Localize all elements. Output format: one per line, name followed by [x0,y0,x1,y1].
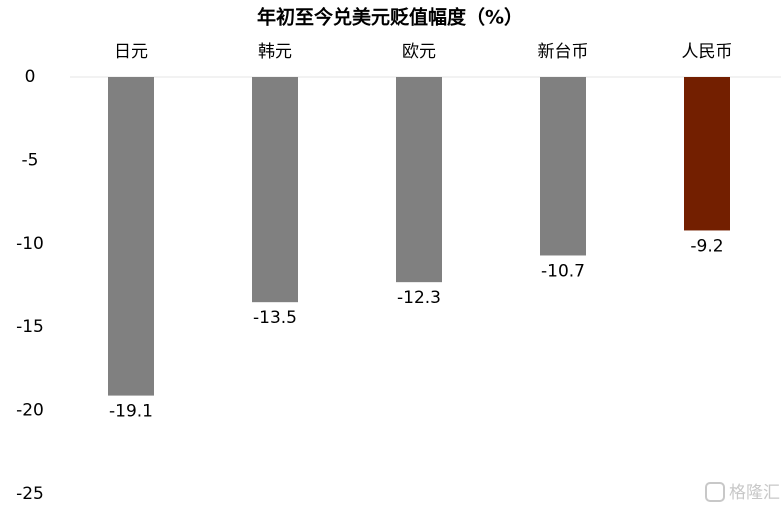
x-tick-label: 新台币 [538,42,589,62]
y-tick-label: -25 [16,484,44,504]
watermark-icon [705,482,725,502]
value-label: -10.7 [541,261,585,281]
x-tick-label: 人民币 [682,42,733,62]
y-tick-label: 0 [25,67,36,87]
bar [540,77,586,256]
watermark: 格隆汇 [729,483,780,503]
bar [252,77,298,303]
x-tick-label: 韩元 [258,42,292,62]
x-tick-label: 日元 [114,42,148,62]
y-tick-label: -15 [16,317,44,337]
y-tick-label: -20 [16,401,44,421]
bar [684,77,730,231]
value-label: -19.1 [109,402,153,422]
value-label: -13.5 [253,308,297,328]
y-tick-label: -5 [22,150,39,170]
bar [396,77,442,283]
watermark-logo: 格隆汇 [705,482,780,503]
value-label: -9.2 [690,236,723,256]
chart-title: 年初至今兑美元贬值幅度（%） [257,6,523,29]
x-tick-label: 欧元 [402,42,436,62]
value-label: -12.3 [397,288,441,308]
y-tick-label: -10 [16,234,44,254]
bar [108,77,154,396]
